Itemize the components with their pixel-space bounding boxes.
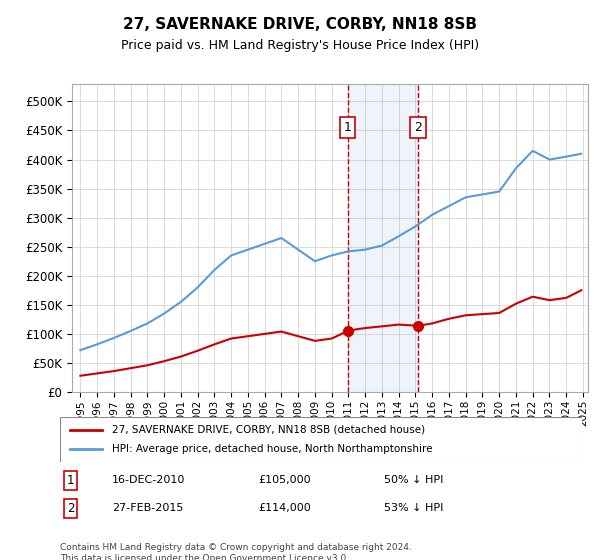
Text: 27, SAVERNAKE DRIVE, CORBY, NN18 8SB (detached house): 27, SAVERNAKE DRIVE, CORBY, NN18 8SB (de… — [112, 424, 425, 435]
Text: 53% ↓ HPI: 53% ↓ HPI — [383, 503, 443, 513]
Text: 2: 2 — [414, 121, 422, 134]
Text: 2: 2 — [67, 502, 74, 515]
Text: HPI: Average price, detached house, North Northamptonshire: HPI: Average price, detached house, Nort… — [112, 445, 433, 455]
Text: Contains HM Land Registry data © Crown copyright and database right 2024.
This d: Contains HM Land Registry data © Crown c… — [60, 543, 412, 560]
Text: £105,000: £105,000 — [259, 475, 311, 485]
Text: 1: 1 — [344, 121, 352, 134]
Text: £114,000: £114,000 — [259, 503, 311, 513]
Text: 27-FEB-2015: 27-FEB-2015 — [112, 503, 184, 513]
Text: 16-DEC-2010: 16-DEC-2010 — [112, 475, 185, 485]
Bar — [348, 84, 418, 392]
Text: 1: 1 — [67, 474, 74, 487]
Text: 27, SAVERNAKE DRIVE, CORBY, NN18 8SB: 27, SAVERNAKE DRIVE, CORBY, NN18 8SB — [123, 17, 477, 32]
FancyBboxPatch shape — [60, 417, 582, 462]
Text: Price paid vs. HM Land Registry's House Price Index (HPI): Price paid vs. HM Land Registry's House … — [121, 39, 479, 52]
Text: 50% ↓ HPI: 50% ↓ HPI — [383, 475, 443, 485]
